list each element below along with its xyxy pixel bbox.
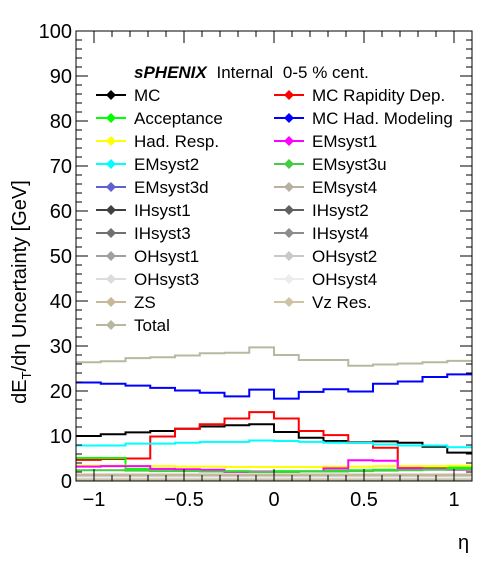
legend-marker-ihsyst2	[284, 205, 294, 215]
plot-area	[76, 346, 472, 481]
legend-label-emsyst1: EMsyst1	[312, 132, 377, 151]
y-axis-label-rest: /dη Uncertainty [GeV]	[9, 180, 31, 371]
legend-header: sPHENIX Internal 0-5 % cent.	[134, 63, 369, 82]
y-tick-label: 70	[50, 156, 72, 178]
legend-marker-zs	[106, 297, 116, 307]
y-tick-label: 0	[61, 471, 72, 493]
legend-label-emsyst3u: EMsyst3u	[312, 155, 387, 174]
legend-label-total: Total	[134, 316, 170, 335]
y-tick-label: 60	[50, 201, 72, 223]
legend-marker-ohsyst2	[284, 251, 294, 261]
legend-label-ohsyst3: OHsyst3	[134, 270, 199, 289]
y-axis-label: dET/dη Uncertainty [GeV]	[9, 180, 34, 404]
series-line-total	[76, 346, 472, 367]
y-tick-label: 30	[50, 336, 72, 358]
legend-label-ohsyst1: OHsyst1	[134, 247, 199, 266]
legend-marker-mc-rapidity-dep	[284, 90, 294, 100]
series-line-mc-had-modeling	[76, 373, 472, 400]
x-tick-label: 0	[268, 489, 279, 511]
legend-label-ihsyst3: IHsyst3	[134, 224, 191, 243]
legend-marker-ohsyst4	[284, 274, 294, 284]
legend-label-ohsyst4: OHsyst4	[312, 270, 377, 289]
legend-label-emsyst2: EMsyst2	[134, 155, 199, 174]
axes: 0 10 20 30 40 50 60 70 80 90 100 −1 −0.5 0 0.5 1	[39, 21, 473, 511]
x-tick-label: −1	[83, 489, 106, 511]
legend-label-ihsyst4: IHsyst4	[312, 224, 369, 243]
y-axis-label-subscript: T	[19, 371, 34, 379]
legend-marker-mc-had-modeling	[284, 113, 294, 123]
series-line-mc	[76, 423, 472, 454]
legend-marker-emsyst3d	[106, 182, 116, 192]
legend-marker-acceptance	[106, 113, 116, 123]
legend-marker-ihsyst3	[106, 228, 116, 238]
experiment-label: sPHENIX	[134, 63, 208, 82]
legend-marker-mc	[106, 90, 116, 100]
legend-label-mc: MC	[134, 86, 160, 105]
legend-label-mc-had-modeling: MC Had. Modeling	[312, 109, 453, 128]
y-tick-label: 40	[50, 291, 72, 313]
legend-marker-emsyst4	[284, 182, 294, 192]
legend-marker-ihsyst1	[106, 205, 116, 215]
legend-marker-emsyst3u	[284, 159, 294, 169]
legend-label-had-resp: Had. Resp.	[134, 132, 219, 151]
series-line-emsyst2	[76, 439, 472, 449]
legend-label-ihsyst2: IHsyst2	[312, 201, 369, 220]
legend-label-vz-res: Vz Res.	[312, 293, 372, 312]
x-tick-label: 0.5	[350, 489, 378, 511]
legend-label-acceptance: Acceptance	[134, 109, 223, 128]
legend-label-ihsyst1: IHsyst1	[134, 201, 191, 220]
legend-marker-total	[106, 320, 116, 330]
status-label: Internal	[216, 63, 273, 82]
legend-marker-emsyst1	[284, 136, 294, 146]
legend-label-zs: ZS	[134, 293, 156, 312]
legend: sPHENIX Internal 0-5 % cent. MC MC Rapidi…	[96, 63, 453, 335]
legend-marker-emsyst2	[106, 159, 116, 169]
y-tick-label: 80	[50, 111, 72, 133]
y-tick-label: 20	[50, 381, 72, 403]
legend-marker-ohsyst1	[106, 251, 116, 261]
centrality-label: 0-5 % cent.	[283, 63, 369, 82]
y-tick-label: 50	[50, 246, 72, 268]
legend-label-ohsyst2: OHsyst2	[312, 247, 377, 266]
legend-label-emsyst3d: EMsyst3d	[134, 178, 209, 197]
y-tick-label: 100	[39, 21, 72, 43]
legend-marker-had-resp	[106, 136, 116, 146]
x-axis-label: η	[458, 532, 469, 554]
legend-label-mc-rapidity-dep: MC Rapidity Dep.	[312, 86, 445, 105]
x-tick-label: −0.5	[164, 489, 203, 511]
series-line-emsyst3u	[76, 468, 472, 473]
legend-marker-vz-res	[284, 297, 294, 307]
legend-marker-ohsyst3	[106, 274, 116, 284]
legend-marker-ihsyst4	[284, 228, 294, 238]
legend-label-emsyst4: EMsyst4	[312, 178, 377, 197]
x-tick-label: 1	[448, 489, 459, 511]
y-tick-label: 10	[50, 426, 72, 448]
y-tick-label: 90	[50, 66, 72, 88]
